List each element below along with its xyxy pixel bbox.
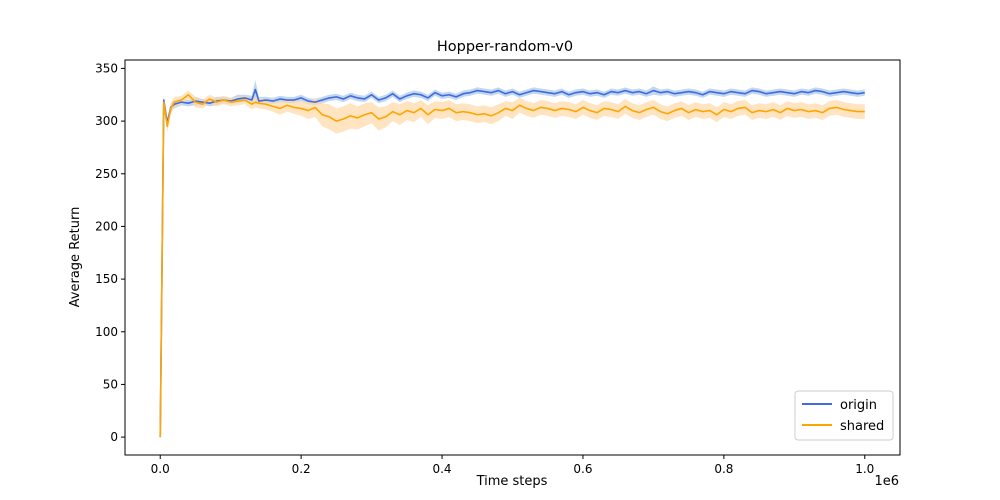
- x-tick-label: 0.8: [714, 462, 733, 476]
- y-tick-label: 200: [95, 219, 118, 233]
- legend-label-origin: origin: [840, 398, 877, 413]
- x-tick-label: 0.4: [432, 462, 451, 476]
- series-lines: [159, 88, 865, 438]
- x-tick-label: 0.6: [573, 462, 592, 476]
- y-tick-label: 350: [95, 61, 118, 75]
- y-tick-label: 50: [103, 377, 118, 391]
- y-tick-label: 0: [110, 430, 118, 444]
- x-tick-label: 0.2: [292, 462, 311, 476]
- y-tick-label: 300: [95, 114, 118, 128]
- axes-frame: [124, 59, 901, 456]
- series-line-shared: [159, 93, 865, 438]
- y-axis-ticks: 0 50 100 150 200 250 300 350: [95, 61, 125, 444]
- legend-label-shared: shared: [840, 419, 884, 434]
- y-tick-label: 250: [95, 167, 118, 181]
- y-tick-label: 150: [95, 272, 118, 286]
- x-tick-label: 0.0: [151, 462, 170, 476]
- series-line-origin: [159, 88, 865, 438]
- x-axis-scale-label: 1e6: [874, 474, 899, 489]
- x-axis-ticks: 0.0 0.2 0.4 0.6 0.8 1.0: [151, 455, 874, 476]
- legend: origin shared: [794, 390, 894, 441]
- chart-title: Hopper-random-v0: [437, 39, 573, 55]
- plot-area: [124, 59, 901, 456]
- y-axis-label: Average Return: [68, 207, 83, 308]
- x-tick-label: 1.0: [855, 462, 874, 476]
- x-axis-label: Time steps: [476, 474, 548, 489]
- y-tick-label: 100: [95, 325, 118, 339]
